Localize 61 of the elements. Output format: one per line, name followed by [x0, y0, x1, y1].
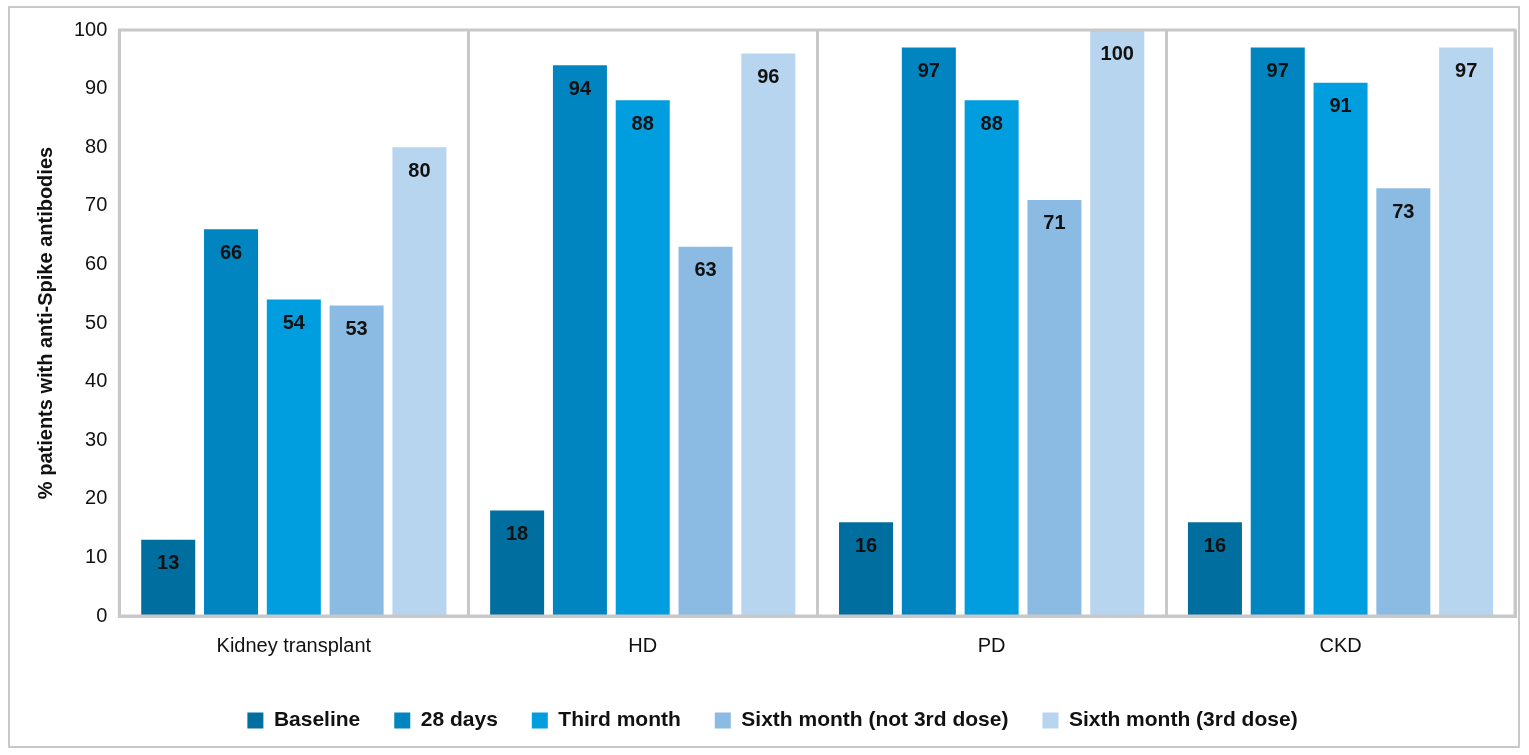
data-label: 54	[282, 311, 306, 334]
bar	[1376, 188, 1431, 616]
bar	[1187, 522, 1242, 616]
data-label: 80	[408, 158, 431, 181]
data-label: 53	[345, 316, 368, 339]
data-label: 88	[980, 111, 1003, 134]
legend-label: Sixth month (not 3rd dose)	[741, 707, 1009, 731]
bar	[552, 65, 607, 616]
bar	[1027, 199, 1082, 616]
bar	[964, 100, 1019, 616]
y-axis-title: % patients with anti-Spike antibodies	[33, 146, 56, 500]
bar	[1439, 47, 1494, 616]
y-tick-label: 10	[85, 544, 108, 567]
bar	[678, 246, 733, 616]
data-label: 16	[854, 533, 878, 556]
data-label: 97	[917, 59, 940, 82]
data-label: 16	[1203, 533, 1227, 556]
y-tick-label: 0	[96, 603, 108, 626]
bar	[490, 510, 545, 616]
bar	[1090, 30, 1145, 616]
legend-label: Sixth month (3rd dose)	[1068, 707, 1298, 731]
x-tick-label: HD	[628, 633, 658, 656]
x-tick-label: PD	[977, 633, 1006, 656]
data-label: 63	[694, 258, 717, 281]
bar	[901, 47, 956, 616]
y-tick-label: 30	[85, 427, 108, 450]
bar	[329, 305, 384, 616]
data-label: 97	[1455, 59, 1478, 82]
x-tick-label: CKD	[1319, 633, 1362, 656]
data-label: 94	[568, 76, 592, 99]
y-tick-label: 40	[85, 369, 108, 392]
bar	[204, 229, 259, 616]
legend-label: 28 days	[420, 707, 498, 731]
data-label: 73	[1392, 199, 1415, 222]
bar	[266, 299, 321, 616]
bar	[839, 522, 894, 616]
bar	[141, 539, 196, 616]
data-label: 66	[219, 240, 243, 263]
y-tick-label: 70	[85, 193, 108, 216]
bar	[741, 53, 796, 616]
bar	[1250, 47, 1305, 616]
y-tick-label: 60	[85, 251, 108, 274]
data-label: 100	[1100, 41, 1134, 64]
bar	[392, 147, 447, 616]
data-label: 88	[631, 111, 654, 134]
data-label: 91	[1329, 94, 1352, 117]
data-label: 13	[157, 551, 180, 574]
data-label: 96	[757, 64, 780, 87]
bar	[615, 100, 670, 616]
y-tick-label: 90	[85, 76, 108, 99]
legend-label: Third month	[558, 707, 681, 731]
y-tick-label: 50	[85, 310, 108, 333]
data-label: 18	[506, 522, 529, 545]
bar	[1313, 82, 1368, 616]
data-label: 97	[1266, 59, 1289, 82]
y-tick-label: 100	[73, 17, 108, 40]
y-tick-label: 80	[85, 134, 108, 157]
data-label: 71	[1043, 211, 1066, 234]
x-tick-label: Kidney transplant	[216, 633, 372, 656]
y-tick-label: 20	[85, 486, 108, 509]
legend-label: Baseline	[273, 707, 361, 731]
